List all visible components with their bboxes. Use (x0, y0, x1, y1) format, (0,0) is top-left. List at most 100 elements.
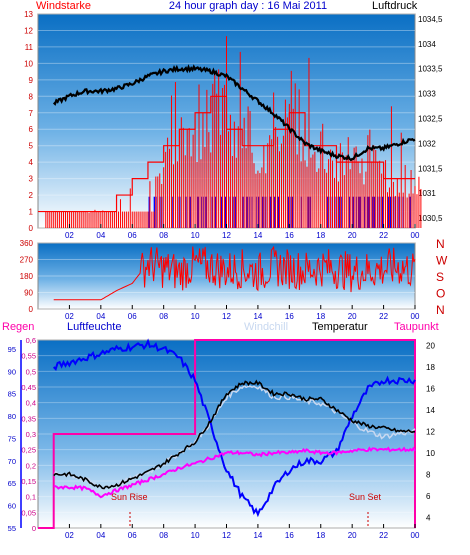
bottom-x-tick-label: 04 (96, 531, 105, 540)
luftdruck-label: Luftdruck (372, 0, 418, 12)
rain-tick: 0 (32, 524, 36, 533)
wind-direction-line (53, 245, 416, 301)
rain-tick: 0,35 (21, 414, 36, 423)
direction-tick: 0 (29, 305, 34, 314)
bottom-x-tick-label: 02 (65, 531, 74, 540)
windstarke-tick: 2 (29, 191, 34, 200)
compass-label: N (436, 237, 445, 251)
top-x-tick-label: 20 (348, 231, 357, 240)
top-x-tick-label: 06 (128, 231, 137, 240)
rain-tick: 0,2 (26, 461, 36, 470)
luftdruck-tick: 1031 (418, 189, 436, 198)
windstarke-tick: 7 (29, 109, 34, 118)
middle-x-tick-label: 04 (96, 312, 105, 321)
luftdruck-tick: 1034,5 (418, 15, 443, 24)
top-x-tick-label: 16 (285, 231, 294, 240)
windstarke-label: Windstarke (36, 0, 91, 12)
bottom-x-tick-label: 18 (316, 531, 325, 540)
middle-x-tick-label: 22 (379, 312, 388, 321)
windstarke-tick: 4 (29, 158, 34, 167)
luftdruck-tick: 1033,5 (418, 65, 443, 74)
temperature-tick: 6 (426, 492, 431, 501)
rain-tick: 0,05 (21, 508, 36, 517)
chart-layers: 0123456789101112131030,510311031,5103210… (8, 10, 448, 540)
middle-x-tick-label: 20 (348, 312, 357, 321)
top-x-tick-label: 22 (379, 231, 388, 240)
top-x-tick-label: 10 (191, 231, 200, 240)
humidity-tick: 85 (8, 390, 16, 399)
bottom-x-tick-label: 16 (285, 531, 294, 540)
temperature-tick: 4 (426, 513, 431, 522)
luftdruck-tick: 1031,5 (418, 164, 443, 173)
luftdruck-tick: 1030,5 (418, 214, 443, 223)
humidity-tick: 95 (8, 345, 16, 354)
legend-regen: Regen (2, 321, 34, 333)
legend-luftfeuchte: Luftfeuchte (67, 321, 121, 333)
bottom-x-tick-label: 00 (411, 531, 420, 540)
top-x-tick-label: 02 (65, 231, 74, 240)
temperature-tick: 10 (426, 449, 435, 458)
luftdruck-tick: 1034 (418, 40, 436, 49)
compass-label: W (436, 254, 448, 268)
bottom-x-tick-label: 10 (191, 531, 200, 540)
humidity-tick: 80 (8, 412, 16, 421)
bottom-x-tick-label: 20 (348, 531, 357, 540)
rain-tick: 0,15 (21, 477, 36, 486)
temperature-tick: 18 (426, 363, 435, 372)
windstarke-tick: 12 (24, 26, 33, 35)
compass-label: S (436, 270, 444, 284)
temperature-line (53, 379, 416, 490)
luftdruck-tick: 1033 (418, 90, 436, 99)
windstarke-tick: 10 (24, 59, 33, 68)
rain-tick: 0,25 (21, 446, 36, 455)
top-x-tick-label: 08 (159, 231, 168, 240)
bottom-x-tick-label: 12 (222, 531, 231, 540)
luftdruck-tick: 1032 (418, 139, 436, 148)
sunrise-label: Sun Rise (111, 492, 148, 502)
windstarke-tick: 1 (29, 208, 34, 217)
bottom-x-tick-label: 14 (253, 531, 262, 540)
legend-taupunkt: Taupunkt (394, 321, 439, 333)
direction-tick: 180 (20, 272, 34, 281)
top-x-tick-label: 00 (411, 231, 420, 240)
middle-x-tick-label: 00 (411, 312, 420, 321)
top-x-tick-label: 12 (222, 231, 231, 240)
rain-tick: 0,5 (26, 367, 36, 376)
dewpoint-line (53, 446, 416, 499)
rain-tick: 0,3 (26, 430, 36, 439)
direction-tick: 90 (24, 289, 33, 298)
windstarke-tick: 9 (29, 76, 34, 85)
windstarke-tick: 13 (24, 10, 33, 19)
chart-title: 24 hour graph day : 16 Mai 2011 (169, 0, 327, 12)
bottom-x-tick-label: 22 (379, 531, 388, 540)
rain-tick: 0,6 (26, 336, 36, 345)
humidity-tick: 65 (8, 479, 16, 488)
legend-temperatur: Temperatur (312, 321, 368, 333)
middle-x-tick-label: 16 (285, 312, 294, 321)
temperature-tick: 16 (426, 384, 435, 393)
humidity-tick: 90 (8, 367, 16, 376)
luftdruck-tick: 1032,5 (418, 115, 443, 124)
compass-label: N (436, 303, 445, 317)
rain-tick: 0,4 (26, 399, 36, 408)
rain-tick: 0,45 (21, 383, 36, 392)
temperature-tick: 12 (426, 427, 435, 436)
humidity-tick: 55 (8, 524, 16, 533)
direction-tick: 270 (20, 256, 34, 265)
temperature-tick: 20 (426, 341, 435, 350)
humidity-tick: 60 (8, 502, 16, 511)
direction-tick: 360 (20, 239, 34, 248)
top-x-tick-label: 14 (253, 231, 262, 240)
windstarke-tick: 0 (29, 224, 34, 233)
windstarke-tick: 6 (29, 125, 34, 134)
temperature-tick: 14 (426, 406, 435, 415)
bottom-x-tick-label: 06 (128, 531, 137, 540)
pressure-line (52, 64, 416, 162)
middle-x-tick-label: 12 (222, 312, 231, 321)
legend-windchill: Windchill (244, 321, 288, 333)
middle-x-tick-label: 08 (159, 312, 168, 321)
humidity-tick: 70 (8, 457, 16, 466)
top-x-tick-label: 04 (96, 231, 105, 240)
temperature-tick: 8 (426, 470, 431, 479)
